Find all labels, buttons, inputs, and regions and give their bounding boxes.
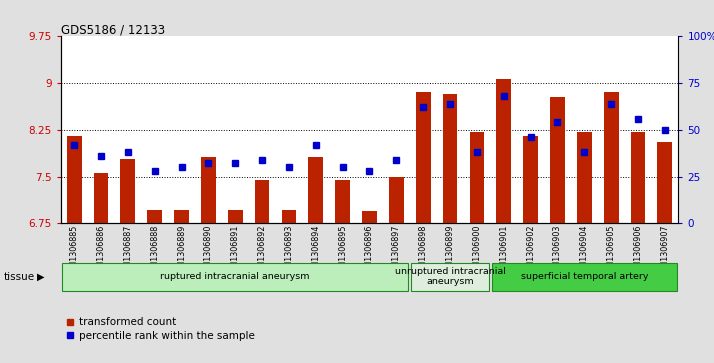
- Bar: [121, 159, 135, 223]
- Bar: [630, 132, 645, 223]
- Bar: [281, 209, 296, 223]
- Bar: [577, 132, 592, 223]
- Bar: [66, 136, 81, 223]
- FancyBboxPatch shape: [411, 263, 489, 291]
- Text: ruptured intracranial aneurysm: ruptured intracranial aneurysm: [161, 272, 310, 281]
- Bar: [550, 97, 565, 223]
- Text: ▶: ▶: [37, 272, 45, 282]
- Bar: [201, 156, 216, 223]
- Bar: [308, 156, 323, 223]
- Bar: [523, 136, 538, 223]
- Bar: [228, 209, 243, 223]
- Text: GDS5186 / 12133: GDS5186 / 12133: [61, 24, 165, 37]
- Bar: [147, 209, 162, 223]
- Bar: [174, 209, 189, 223]
- Bar: [389, 176, 403, 223]
- Bar: [443, 94, 458, 223]
- Bar: [336, 180, 350, 223]
- FancyBboxPatch shape: [492, 263, 677, 291]
- Text: superficial temporal artery: superficial temporal artery: [521, 272, 648, 281]
- Legend: transformed count, percentile rank within the sample: transformed count, percentile rank withi…: [66, 317, 256, 340]
- Bar: [416, 93, 431, 223]
- FancyBboxPatch shape: [62, 263, 408, 291]
- Bar: [94, 174, 109, 223]
- Bar: [496, 79, 511, 223]
- Text: tissue: tissue: [4, 272, 35, 282]
- Bar: [470, 132, 484, 223]
- Bar: [362, 211, 377, 223]
- Bar: [255, 180, 269, 223]
- Bar: [604, 93, 618, 223]
- Text: unruptured intracranial
aneurysm: unruptured intracranial aneurysm: [395, 267, 506, 286]
- Bar: [658, 142, 673, 223]
